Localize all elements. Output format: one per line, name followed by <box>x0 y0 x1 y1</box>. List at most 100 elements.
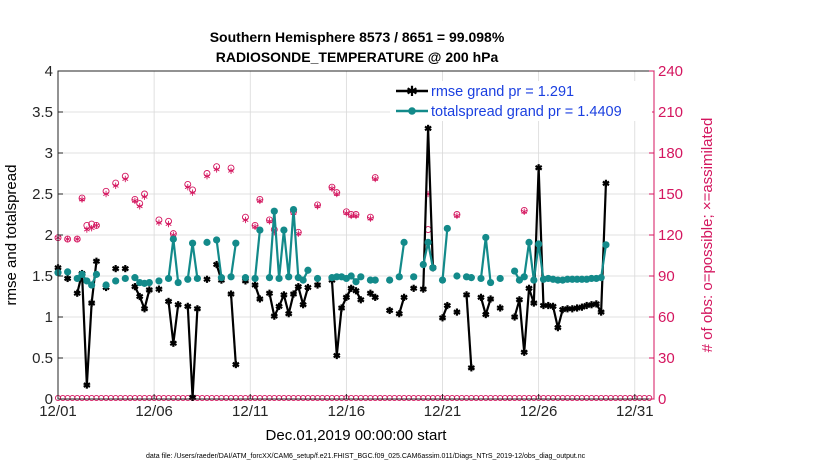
rmse-point <box>131 283 139 291</box>
spread-point <box>184 275 192 283</box>
spread-point <box>347 272 355 280</box>
spread-point <box>188 239 197 247</box>
obs-assimilated-marker <box>64 235 71 243</box>
rmse-point <box>410 284 418 292</box>
obs-assimilated-marker <box>372 175 379 183</box>
y2-axis-label: # of obs: o=possible; ×=assimilated <box>699 118 716 353</box>
rmse-point-stroke <box>578 304 586 310</box>
rmse-point-stroke <box>270 313 278 319</box>
legend-spread-label: totalspread grand pr = 1.4409 <box>431 104 622 120</box>
rmse-point <box>592 300 600 308</box>
spread-point <box>429 264 437 272</box>
rmse-point <box>424 124 432 132</box>
rmse-point <box>371 293 379 301</box>
y2-tick-label: 60 <box>658 309 675 326</box>
spread-point <box>419 260 427 269</box>
rmse-point-stroke <box>477 294 485 301</box>
spread-point <box>92 270 101 278</box>
rmse-point-stroke <box>424 125 432 132</box>
x-tick-label: 12/06 <box>135 403 173 420</box>
series-line-1 <box>229 243 237 277</box>
obs-assimilated-marker <box>266 218 273 225</box>
spread-point <box>270 207 278 215</box>
obs-assimilated-marker <box>141 193 148 200</box>
rmse-point-stroke <box>357 297 365 303</box>
ticks: 0 0.5 1 1.5 2 2.5 3 3.5 4 0 30 60 90 120 150 180 210 240 1… <box>32 63 683 420</box>
y-tick-label: 1.5 <box>32 268 53 285</box>
spread-point <box>289 205 298 214</box>
spread-point <box>304 266 312 274</box>
obs-assimilated-marker <box>83 226 90 233</box>
obs-assimilated-marker <box>367 215 374 222</box>
spread-point <box>83 277 91 285</box>
rmse-point <box>299 301 307 309</box>
rmse-point <box>174 301 182 309</box>
obs-assimilated-marker-stroke <box>228 168 235 173</box>
obs-assimilated-marker-stroke <box>79 197 86 202</box>
y2-tick-label: 30 <box>658 350 675 367</box>
rmse-point <box>289 290 298 298</box>
rmse-point <box>304 283 312 292</box>
series-line-1 <box>398 242 406 277</box>
obs-assimilated-marker <box>295 230 302 237</box>
rmse-point-stroke <box>63 275 72 282</box>
spread-point <box>410 273 418 281</box>
y-tick-label: 4 <box>45 63 53 80</box>
spread-point <box>438 276 447 284</box>
rmse-point <box>477 293 485 301</box>
rmse-point-stroke <box>453 309 461 315</box>
rmse-point <box>184 302 192 310</box>
obs-assimilated-marker-stroke <box>74 237 81 242</box>
rmse-point <box>169 339 178 347</box>
spread-point <box>535 240 543 248</box>
y2-tick-label: 210 <box>658 104 683 121</box>
chart-title: Southern Hemisphere 8573 / 8651 = 99.098… <box>210 29 505 45</box>
spread-point <box>64 268 72 276</box>
obs-assimilated-marker-stroke <box>348 213 355 218</box>
rmse-point <box>280 291 288 299</box>
obs-assimilated-marker-stroke <box>453 213 460 218</box>
rmse-point <box>602 179 610 187</box>
rmse-point <box>285 310 293 318</box>
rmse-point <box>251 281 259 289</box>
obs-assimilated-marker-stroke <box>189 190 196 195</box>
obs-assimilated-marker <box>328 185 335 192</box>
obs-assimilated-marker <box>136 203 143 210</box>
x-tick-label: 12/16 <box>328 403 366 420</box>
rmse-point <box>510 313 519 321</box>
rmse-point-stroke <box>212 261 221 268</box>
rmse-point-stroke <box>496 305 504 311</box>
obs-assimilated-marker-stroke <box>521 209 528 214</box>
rmse-point-stroke <box>112 265 120 272</box>
rmse-point <box>337 304 346 312</box>
spread-point <box>145 278 153 287</box>
rmse-point-stroke <box>155 286 163 292</box>
rmse-point <box>140 305 149 313</box>
rmse-point-stroke <box>400 294 408 301</box>
obs-assimilated-marker-stroke <box>88 226 95 231</box>
rmse-point <box>486 295 495 303</box>
obs-assimilated-marker-stroke <box>252 224 259 229</box>
obs-assimilated-marker <box>189 189 196 196</box>
rmse-point <box>83 381 91 389</box>
obs-assimilated-marker <box>204 173 210 180</box>
obs-assimilated-marker <box>165 220 172 228</box>
spread-point <box>102 281 110 289</box>
spread-point <box>299 276 307 284</box>
obs-assimilated-marker-stroke <box>64 237 71 242</box>
obs-zero-marker <box>646 394 653 402</box>
series-layer <box>54 124 610 401</box>
rmse-point <box>462 291 471 299</box>
rmse-point-stroke <box>289 291 298 297</box>
rmse-point-stroke <box>366 290 375 296</box>
rmse-point-stroke <box>410 285 418 292</box>
rmse-point-stroke <box>275 303 283 310</box>
chart-subtitle: RADIOSONDE_TEMPERATURE @ 200 hPa <box>216 49 499 65</box>
spread-point <box>530 276 538 284</box>
obs-assimilated-marker-stroke <box>266 219 273 224</box>
rmse-point <box>155 285 163 293</box>
rmse-point-stroke <box>525 285 533 292</box>
rmse-point <box>342 293 351 301</box>
spread-point <box>496 274 504 283</box>
grid <box>58 71 654 399</box>
